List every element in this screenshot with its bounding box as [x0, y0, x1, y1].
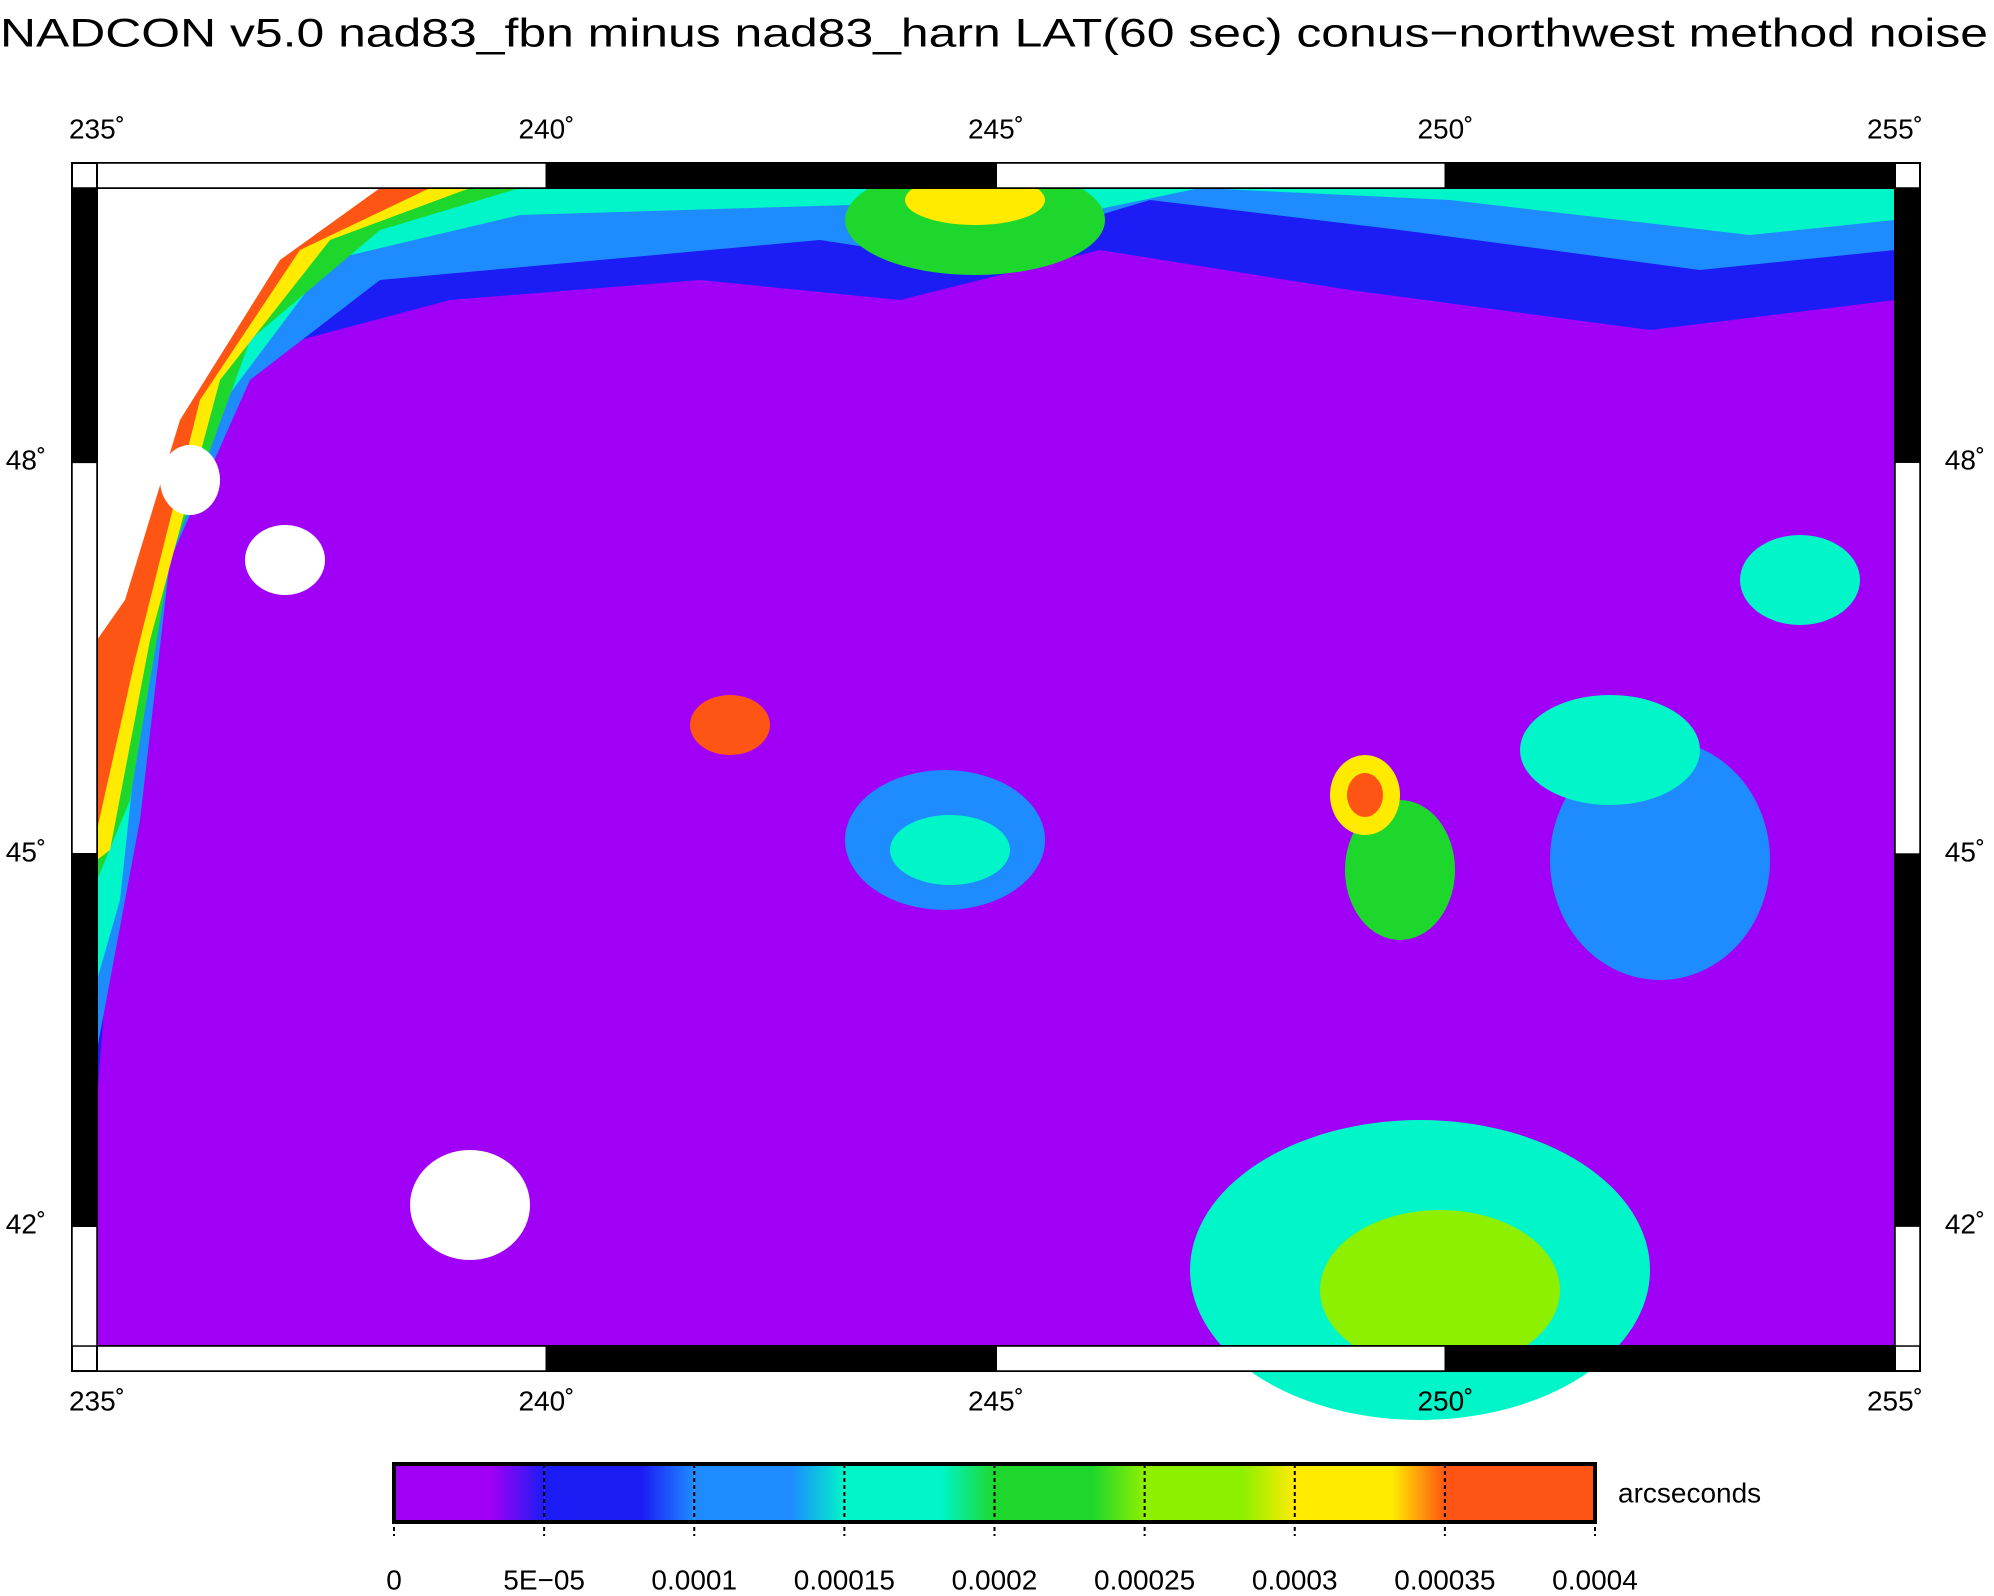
frame-segment: [1444, 1345, 1896, 1372]
x-tick-label: 245˚: [968, 113, 1024, 144]
frame-segment: [545, 162, 997, 189]
y-tick-label: 48˚: [6, 445, 46, 476]
frame-segment: [71, 853, 98, 1227]
colorbar-swatch: [694, 1464, 845, 1522]
x-tick-label: 255˚: [1867, 1385, 1923, 1416]
colorbar-tick-label: 0.00015: [794, 1564, 895, 1595]
frame-segment: [71, 1225, 98, 1347]
blob: [245, 525, 325, 595]
colorbar-swatch: [1294, 1464, 1445, 1522]
colorbar-swatch: [994, 1464, 1145, 1522]
y-tick-label: 42˚: [1945, 1208, 1985, 1239]
frame-segment: [1894, 853, 1921, 1227]
blob: [160, 445, 220, 515]
y-tick-label: 45˚: [6, 836, 46, 867]
blob: [1345, 800, 1455, 940]
colorbar-swatch: [1144, 1464, 1295, 1522]
map-field: [97, 165, 1895, 1420]
frame-segment: [71, 461, 98, 855]
frame-segment: [995, 1345, 1447, 1372]
blob: [1740, 535, 1860, 625]
colorbar-swatch: [1444, 1464, 1595, 1522]
frame-segment: [1894, 187, 1921, 463]
frame-segment: [1894, 461, 1921, 855]
frame-segment: [96, 162, 548, 189]
colorbar-tick-label: 0.0004: [1552, 1564, 1638, 1595]
colorbar-tick-label: 0.0002: [952, 1564, 1038, 1595]
y-tick-label: 42˚: [6, 1208, 46, 1239]
frame-segment: [71, 187, 98, 463]
colorbar-tick-label: 0: [386, 1564, 402, 1595]
colorbar-tick-label: 0.0001: [651, 1564, 737, 1595]
blob: [1520, 695, 1700, 805]
x-tick-label: 235˚: [69, 113, 125, 144]
colorbar-swatch: [394, 1464, 545, 1522]
colorbar-tick-label: 0.0003: [1252, 1564, 1338, 1595]
y-tick-label: 45˚: [1945, 836, 1985, 867]
coast: [97, 188, 380, 640]
blob: [410, 1150, 530, 1260]
colorbar-label: arcseconds: [1618, 1477, 1761, 1508]
x-tick-label: 240˚: [518, 1385, 574, 1416]
x-tick-label: 235˚: [69, 1385, 125, 1416]
colorbar-tick-label: 0.00025: [1094, 1564, 1195, 1595]
colorbar-swatch: [844, 1464, 995, 1522]
colorbar-swatch: [544, 1464, 695, 1522]
map-title: NADCON v5.0 nad83_fbn minus nad83_harn L…: [0, 12, 1988, 56]
blob: [890, 815, 1010, 885]
blob: [1320, 1210, 1560, 1370]
x-tick-label: 240˚: [518, 113, 574, 144]
frame-segment: [1444, 162, 1896, 189]
x-tick-label: 250˚: [1417, 113, 1473, 144]
colorbar-tick-label: 5E−05: [503, 1564, 585, 1595]
y-tick-label: 48˚: [1945, 445, 1985, 476]
frame-segment: [1894, 1225, 1921, 1347]
colorbar-tick-label: 0.00035: [1394, 1564, 1495, 1595]
x-tick-label: 245˚: [968, 1385, 1024, 1416]
x-tick-label: 255˚: [1867, 113, 1923, 144]
frame-segment: [96, 1345, 548, 1372]
frame-segment: [545, 1345, 997, 1372]
blob: [690, 695, 770, 755]
frame-segment: [995, 162, 1447, 189]
x-tick-label: 250˚: [1417, 1385, 1473, 1416]
blob: [1347, 773, 1383, 817]
